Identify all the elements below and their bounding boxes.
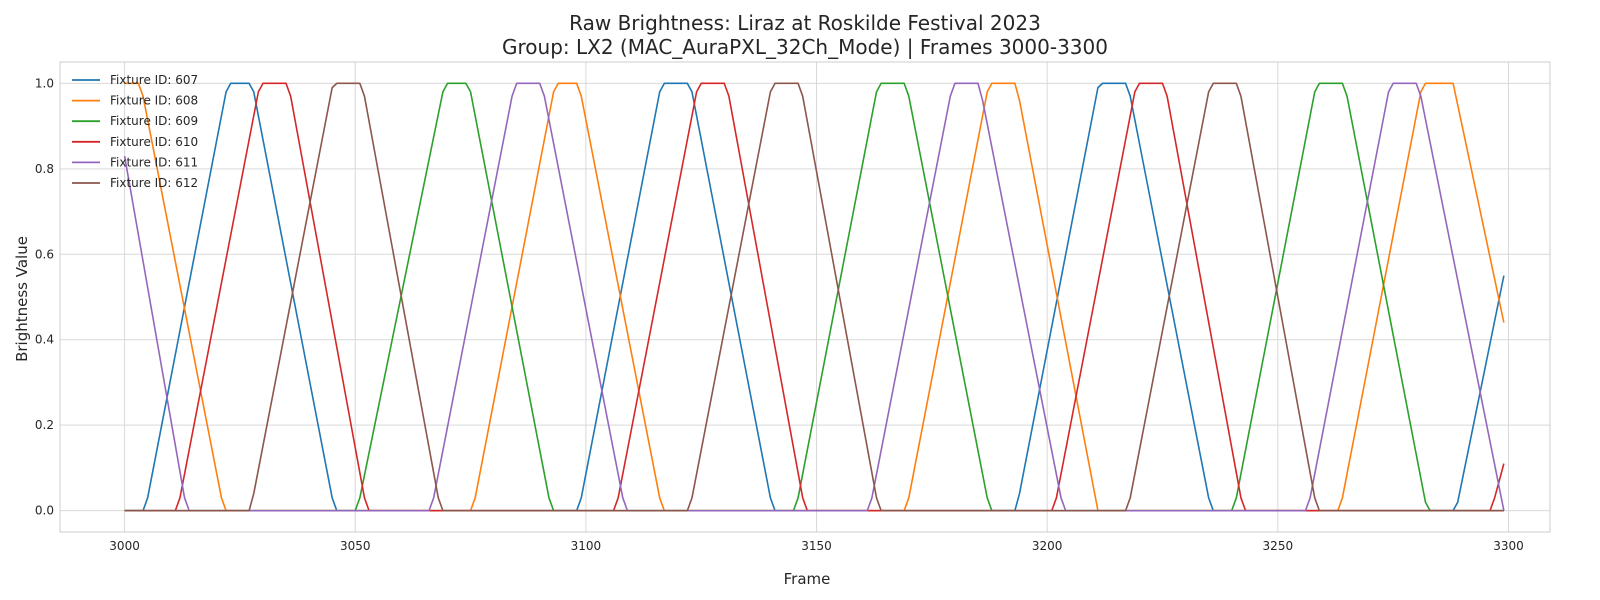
legend-label: Fixture ID: 611 [110,155,198,169]
y-tick-label: 0.2 [35,418,54,432]
x-tick-label: 3250 [1263,539,1294,553]
y-tick-label: 0.4 [35,333,54,347]
y-tick-label: 0.0 [35,504,54,518]
series-line [123,82,1505,512]
series-line [124,82,1505,512]
x-axis-label: Frame [784,570,831,588]
legend-label: Fixture ID: 612 [110,176,198,190]
x-tick-label: 3000 [109,539,140,553]
legend-label: Fixture ID: 609 [110,114,198,128]
series-line [124,82,1505,512]
series-line [124,82,1505,512]
y-tick-label: 0.8 [35,162,54,176]
y-axis-label: Brightness Value [13,236,31,362]
series-line [124,82,1504,512]
x-tick-label: 3200 [1032,539,1063,553]
x-tick-label: 3100 [571,539,602,553]
y-tick-label: 1.0 [35,76,54,90]
plot-frame [59,61,1551,533]
chart-subtitle: Group: LX2 (MAC_AuraPXL_32Ch_Mode) | Fra… [502,35,1108,59]
legend-label: Fixture ID: 607 [110,73,198,87]
chart-title: Raw Brightness: Liraz at Roskilde Festiv… [569,11,1041,35]
legend-label: Fixture ID: 608 [110,94,198,108]
tick-labels: 3000 3050 3100 3150 3200 3250 3300 0.0 0.2 0.4 0.6… [35,76,1524,553]
series-layer [123,82,1505,512]
x-tick-label: 3050 [340,539,371,553]
x-tick-label: 3300 [1493,539,1524,553]
legend-label: Fixture ID: 610 [110,135,198,149]
series-line [124,82,1504,512]
y-tick-label: 0.6 [35,247,54,261]
legend: Fixture ID: 607 Fixture ID: 608 Fixture ID… [72,73,198,190]
x-tick-label: 3150 [801,539,832,553]
